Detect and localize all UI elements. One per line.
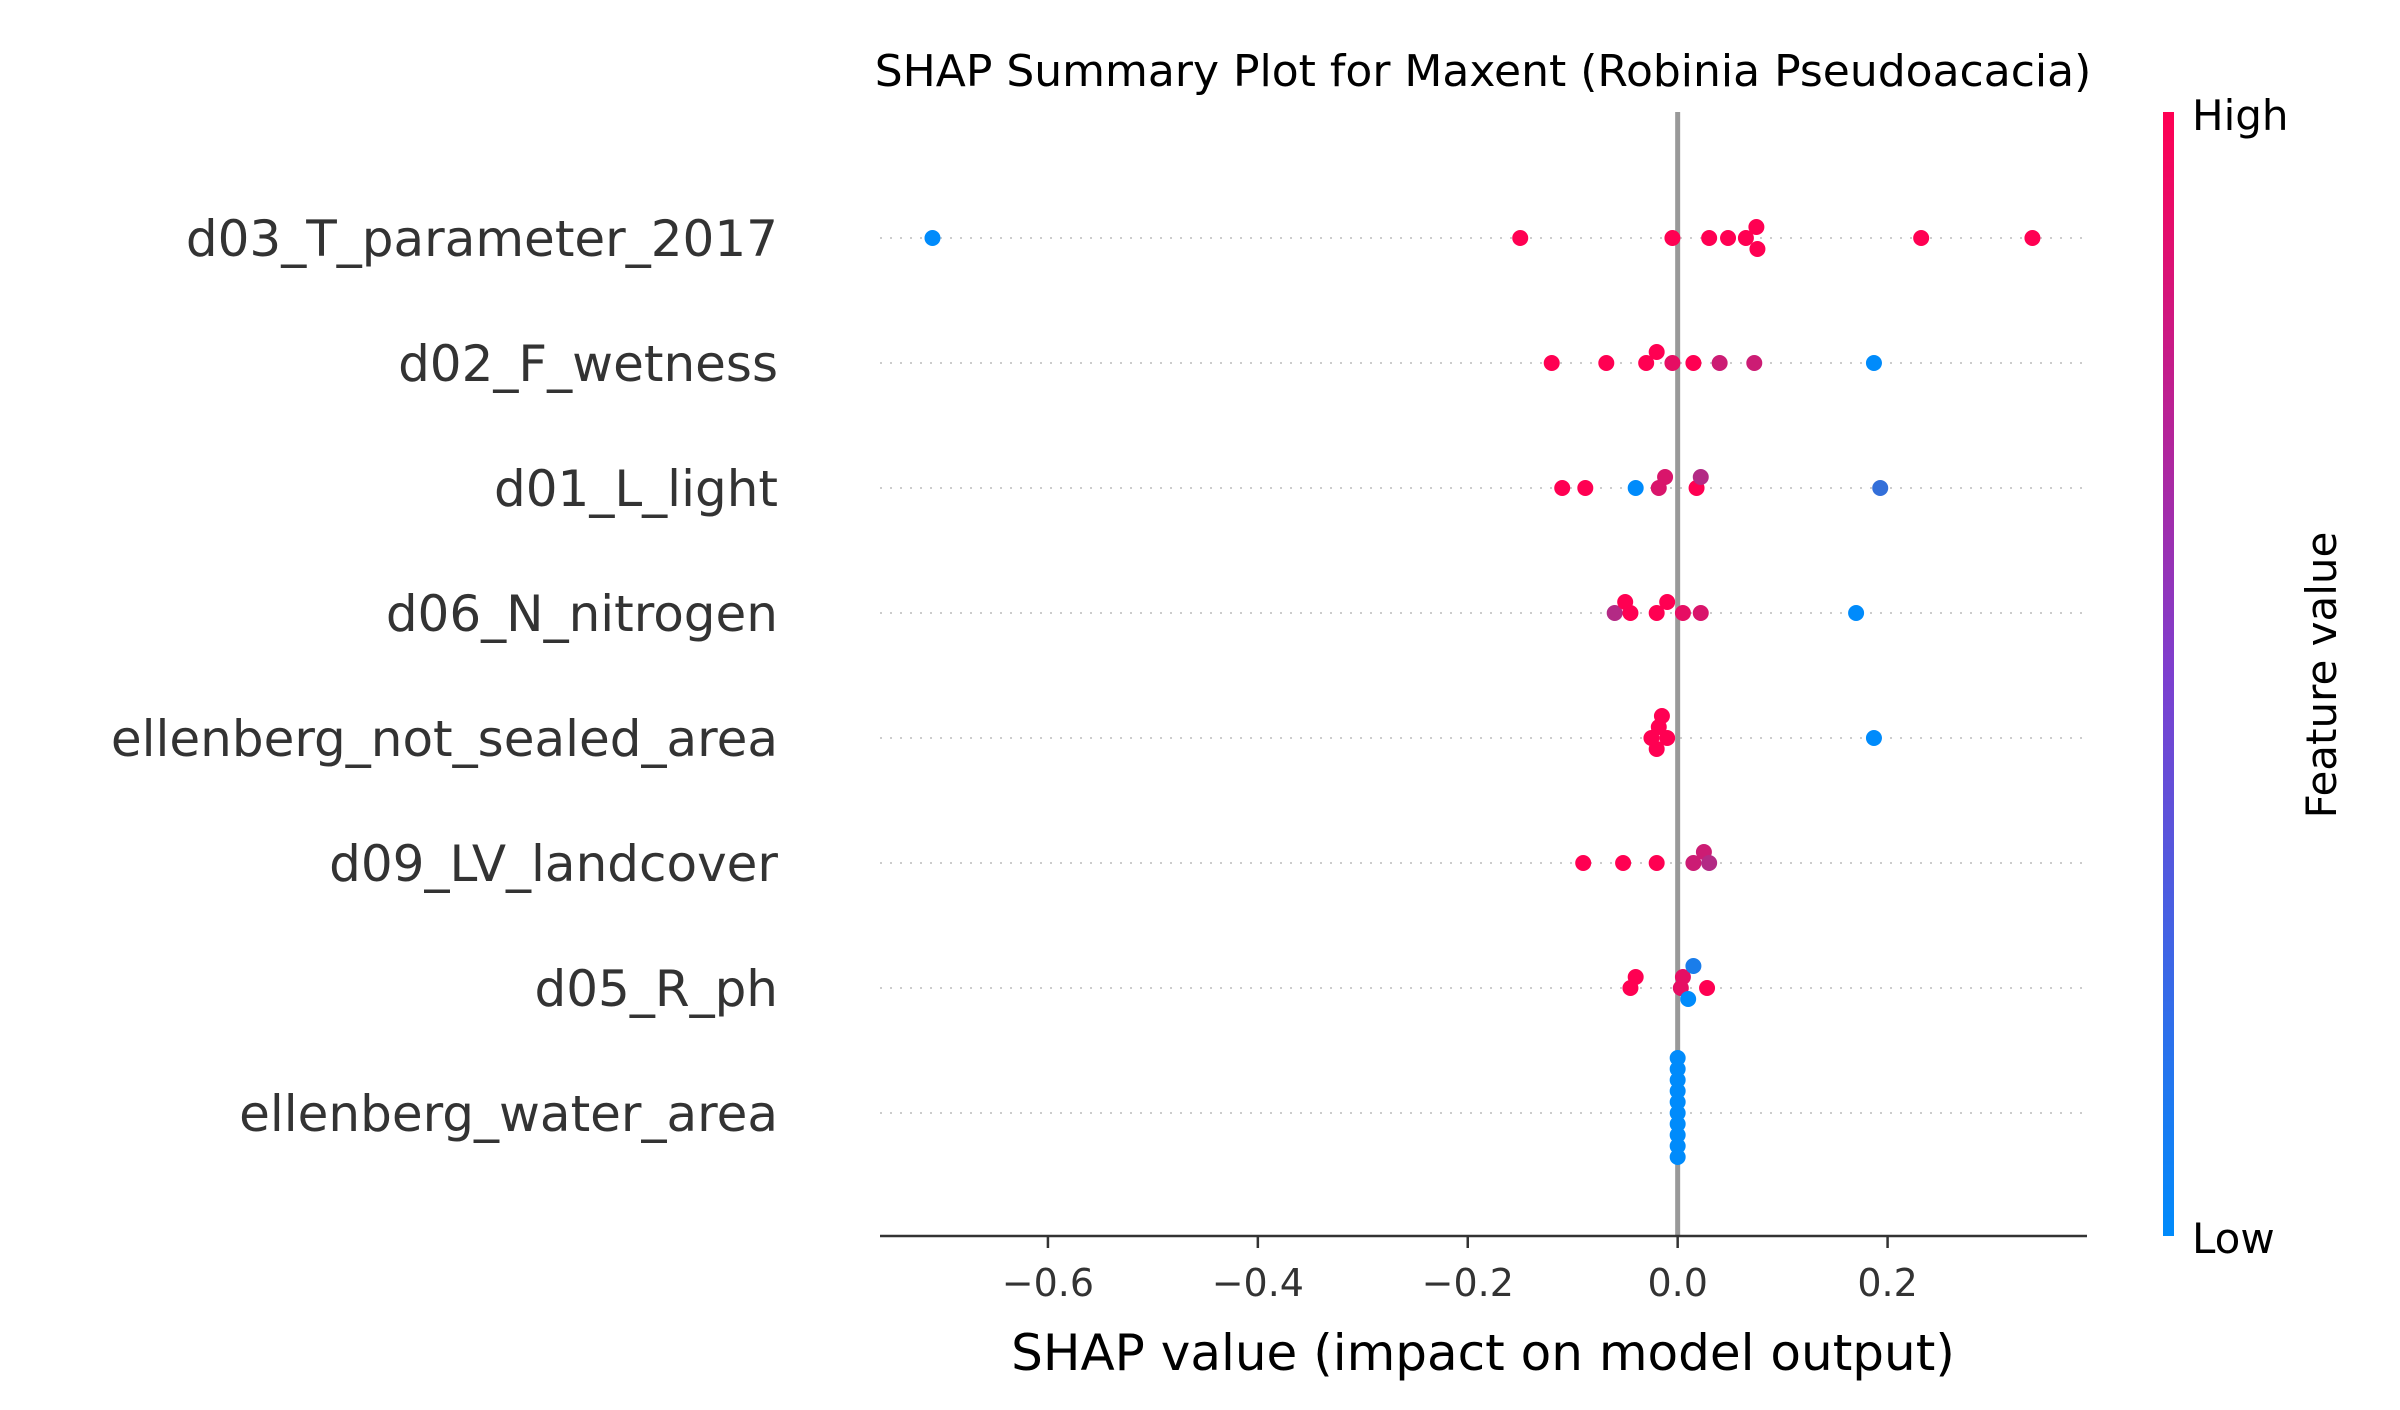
shap-point [1913, 230, 1930, 246]
shap-point [1685, 355, 1702, 371]
x-tick-label: 0.2 [1857, 1261, 1917, 1305]
colorbar-low-label: Low [2192, 1214, 2275, 1263]
feature-label: d03_T_parameter_2017 [186, 210, 778, 268]
shap-point [1699, 980, 1716, 996]
shap-point [1737, 230, 1754, 246]
shap-point [1692, 469, 1709, 485]
shap-point [1648, 741, 1665, 757]
feature-label: ellenberg_not_sealed_area [111, 710, 778, 768]
shap-point [1680, 991, 1697, 1007]
shap-point [1554, 480, 1571, 496]
shap-point [1622, 605, 1639, 621]
shap-point [1669, 1127, 1686, 1143]
shap-point [1711, 355, 1728, 371]
shap-point [1674, 605, 1691, 621]
shap-point [924, 230, 941, 246]
shap-point [1653, 708, 1670, 724]
feature-label: d09_LV_landcover [329, 835, 778, 893]
feature-label: ellenberg_water_area [239, 1085, 778, 1143]
feature-label: d06_N_nitrogen [386, 585, 778, 643]
shap-point [1685, 958, 1702, 974]
shap-point [1575, 855, 1592, 871]
shap-point [1669, 1094, 1686, 1110]
shap-point [1669, 1116, 1686, 1132]
shap-point [1865, 730, 1882, 746]
x-tick-label: −0.2 [1422, 1261, 1514, 1305]
chart-title: SHAP Summary Plot for Maxent (Robinia Ps… [875, 46, 2092, 97]
shap-point [1848, 605, 1865, 621]
shap-point [1638, 355, 1655, 371]
shap-point [1669, 1083, 1686, 1099]
shap-point [1674, 969, 1691, 985]
shap-point [1657, 469, 1674, 485]
shap-point [1659, 730, 1676, 746]
shap-point [1664, 355, 1681, 371]
shap-point [1615, 855, 1632, 871]
feature-label: d01_L_light [494, 460, 778, 518]
shap-point [1659, 594, 1676, 610]
shap-point [1669, 1072, 1686, 1088]
shap-point [1627, 480, 1644, 496]
shap-point [1872, 480, 1889, 496]
shap-point [1701, 230, 1718, 246]
shap-point [1669, 1050, 1686, 1066]
feature-label: d05_R_ph [534, 960, 778, 1018]
shap-point [2024, 230, 2041, 246]
shap-point [1648, 605, 1665, 621]
shap-point [1669, 1061, 1686, 1077]
x-tick-label: −0.6 [1002, 1261, 1094, 1305]
shap-point [1648, 344, 1665, 360]
feature-label: d02_F_wetness [398, 335, 778, 393]
shap-point [1692, 605, 1709, 621]
shap-point [1577, 480, 1594, 496]
shap-point [1865, 355, 1882, 371]
shap-point [1664, 230, 1681, 246]
feature-labels: d03_T_parameter_2017 d02_F_wetness d01_L_l… [111, 210, 779, 1143]
colorbar-high-label: High [2192, 91, 2289, 140]
shap-point [1543, 355, 1560, 371]
colorbar-title: Feature value [2297, 532, 2346, 819]
shap-point [1685, 855, 1702, 871]
shap-point [1606, 605, 1623, 621]
shap-point [1512, 230, 1529, 246]
shap-point [1669, 1105, 1686, 1121]
shap-point [1669, 1149, 1686, 1165]
colorbar [2163, 112, 2174, 1236]
shap-point [1720, 230, 1737, 246]
x-tick-label: −0.4 [1212, 1261, 1304, 1305]
x-axis-label: SHAP value (impact on model output) [1011, 1324, 1955, 1382]
shap-point [1598, 355, 1615, 371]
x-axis-ticks: −0.6 −0.4 −0.2 0.0 0.2 [1002, 1236, 1918, 1305]
feature-gridlines [880, 237, 2087, 1114]
shap-point [1748, 219, 1765, 235]
shap-point [1749, 241, 1766, 257]
shap-point [1669, 1138, 1686, 1154]
shap-point [1701, 855, 1718, 871]
x-tick-label: 0.0 [1647, 1261, 1707, 1305]
shap-points [924, 219, 2041, 1165]
shap-point [1746, 355, 1763, 371]
shap-point [1648, 855, 1665, 871]
shap-point [1627, 969, 1644, 985]
